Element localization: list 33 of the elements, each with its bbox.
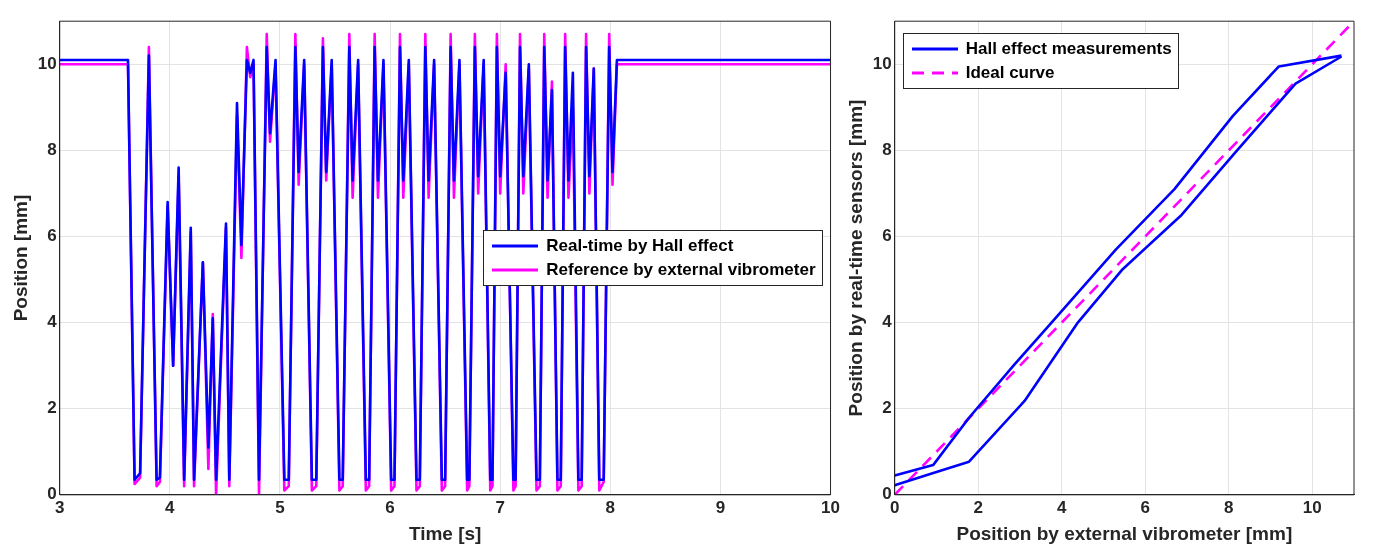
y-tick-label: 8: [47, 140, 57, 160]
legend-label: Reference by external vibrometer: [546, 260, 816, 280]
x-tick-label: 6: [385, 497, 395, 517]
x-tick-label: 4: [1056, 497, 1067, 517]
y-tick-label: 6: [882, 226, 892, 246]
y-tick-label: 10: [872, 53, 892, 73]
x-tick-label: 7: [495, 497, 505, 517]
legend-label: Real-time by Hall effect: [546, 236, 734, 256]
y-axis-title: Position [mm]: [9, 194, 31, 322]
y-tick-label: 4: [882, 312, 893, 332]
y-tick-label: 0: [47, 484, 57, 504]
x-tick-label: 10: [1302, 497, 1322, 517]
legend-label: Hall effect measurements: [965, 39, 1172, 60]
y-tick-label: 2: [882, 398, 892, 418]
y-tick-label: 8: [882, 140, 892, 160]
x-tick-label: 4: [165, 497, 176, 517]
y-tick-label: 2: [47, 398, 57, 418]
x-tick-label: 5: [275, 497, 285, 517]
y-tick-label: 6: [47, 226, 57, 246]
x-axis-title: Position by external vibrometer [mm]: [956, 522, 1293, 544]
x-tick-label: 10: [821, 497, 841, 517]
y-axis-title: Position by real-time sensors [mm]: [844, 99, 866, 417]
x-tick-label: 3: [54, 497, 65, 517]
x-tick-label: 6: [1140, 497, 1150, 517]
y-tick-label: 4: [47, 312, 58, 332]
x-tick-label: 8: [1224, 497, 1234, 517]
y-tick-label: 10: [37, 53, 57, 73]
legend-label: Ideal curve: [965, 63, 1055, 84]
x-tick-label: 9: [715, 497, 726, 517]
y-tick-label: 0: [882, 484, 892, 504]
x-tick-label: 2: [973, 497, 983, 517]
x-axis-title: Time [s]: [408, 522, 482, 544]
x-tick-label: 8: [605, 497, 616, 517]
